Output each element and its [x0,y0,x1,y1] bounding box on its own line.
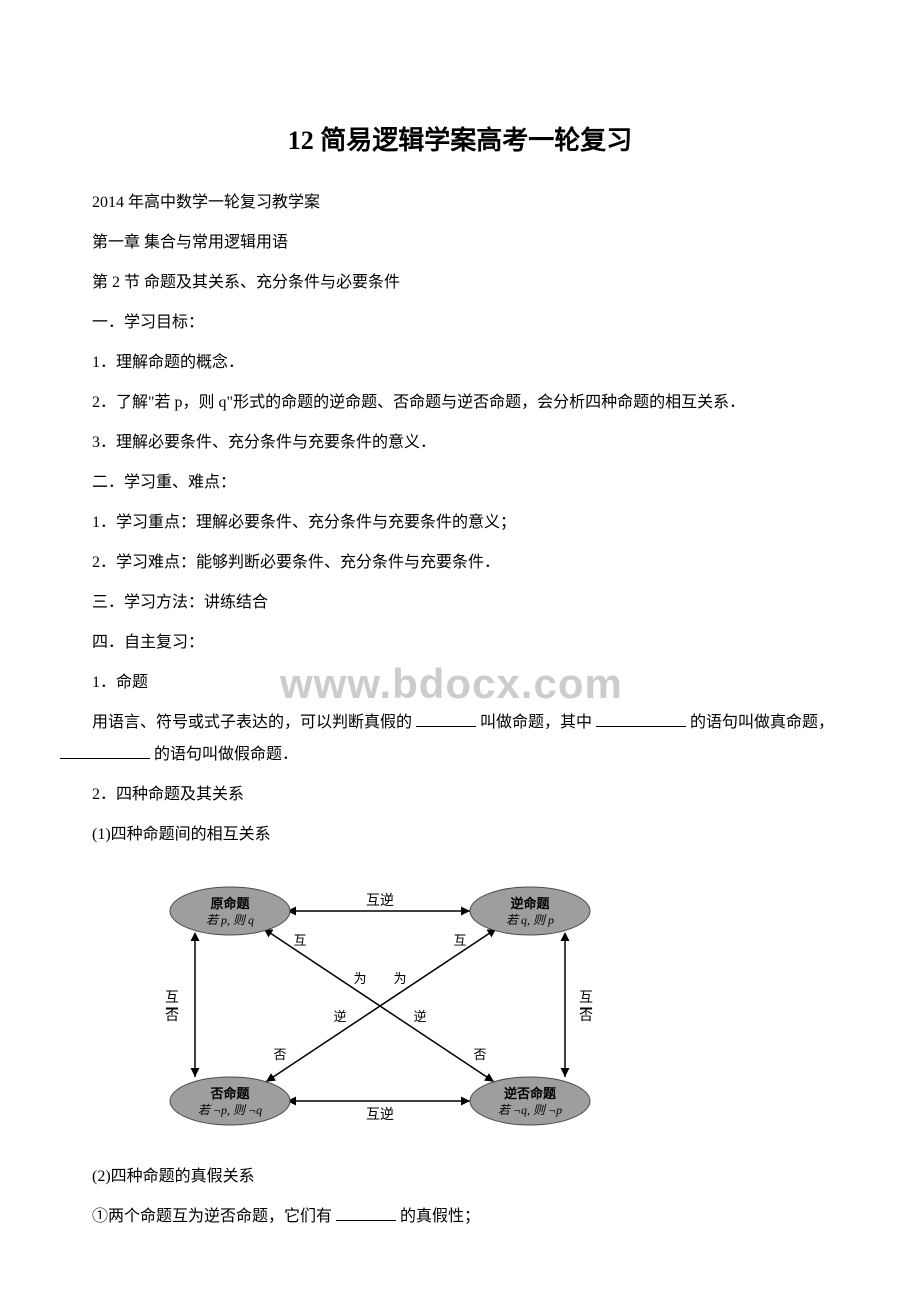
text-part: 用语言、符号或式子表达的，可以判断真假的 [92,714,412,731]
svg-text:互逆: 互逆 [366,1107,394,1123]
page-title: 12 简易逻辑学案高考一轮复习 [60,120,860,157]
svg-text:若 ¬p, 则 ¬q: 若 ¬p, 则 ¬q [198,1103,262,1117]
text-line: 1．理解命题的概念． [60,347,860,379]
svg-text:为: 为 [393,971,406,986]
blank-field [336,1205,396,1221]
svg-text:逆命题: 逆命题 [510,896,550,911]
text-line: 1．学习重点：理解必要条件、充分条件与充要条件的意义； [60,507,860,539]
svg-text:为: 为 [353,971,366,986]
svg-text:若 ¬q, 则 ¬p: 若 ¬q, 则 ¬p [498,1103,562,1117]
text-line: 1．命题 [60,667,860,699]
text-line: 三．学习方法：讲练结合 [60,587,860,619]
svg-text:若 p, 则 q: 若 p, 则 q [206,913,254,927]
svg-text:原命题: 原命题 [210,896,250,911]
svg-text:否: 否 [273,1047,286,1062]
text-part: ①两个命题互为逆否命题，它们有 [92,1208,332,1225]
text-part: 的语句叫做真命题， [690,714,834,731]
fill-blank-line: 用语言、符号或式子表达的，可以判断真假的 叫做命题，其中 的语句叫做真命题， 的… [60,707,860,771]
blank-field [60,743,150,759]
svg-text:否: 否 [165,1009,179,1024]
svg-text:互: 互 [579,991,593,1006]
text-line: (2)四种命题的真假关系 [60,1161,860,1193]
text-part: 的真假性； [400,1208,480,1225]
svg-text:互: 互 [293,933,306,948]
text-line: 2．四种命题及其关系 [60,779,860,811]
text-line: 2014 年高中数学一轮复习教学案 [60,187,860,219]
svg-text:逆: 逆 [413,1009,426,1024]
svg-text:逆否命题: 逆否命题 [504,1086,557,1101]
proposition-diagram: 互逆互逆互否互否互互为为逆逆否否原命题若 p, 则 q逆命题若 q, 则 p否命… [150,871,610,1141]
text-line: (1)四种命题间的相互关系 [60,819,860,851]
text-line: 2．学习难点：能够判断必要条件、充分条件与充要条件． [60,547,860,579]
svg-text:否: 否 [579,1009,593,1024]
svg-text:若 q, 则 p: 若 q, 则 p [506,913,554,927]
svg-text:互: 互 [453,933,466,948]
fill-blank-line: ①两个命题互为逆否命题，它们有 的真假性； [60,1201,860,1233]
svg-text:互逆: 互逆 [366,893,394,909]
text-line: 一．学习目标： [60,307,860,339]
text-line: 3．理解必要条件、充分条件与充要条件的意义． [60,427,860,459]
svg-text:逆: 逆 [333,1009,346,1024]
svg-text:互: 互 [165,991,179,1006]
text-line: 2．了解"若 p，则 q"形式的命题的逆命题、否命题与逆否命题，会分析四种命题的… [60,387,860,419]
text-line: 第一章 集合与常用逻辑用语 [60,227,860,259]
text-part: 的语句叫做假命题． [154,746,298,763]
blank-field [416,711,476,727]
text-line: 二．学习重、难点： [60,467,860,499]
blank-field [596,711,686,727]
text-line: 四．自主复习： [60,627,860,659]
svg-text:否: 否 [473,1047,486,1062]
svg-text:否命题: 否命题 [209,1086,250,1101]
text-line: 第 2 节 命题及其关系、充分条件与必要条件 [60,267,860,299]
text-part: 叫做命题，其中 [480,714,592,731]
